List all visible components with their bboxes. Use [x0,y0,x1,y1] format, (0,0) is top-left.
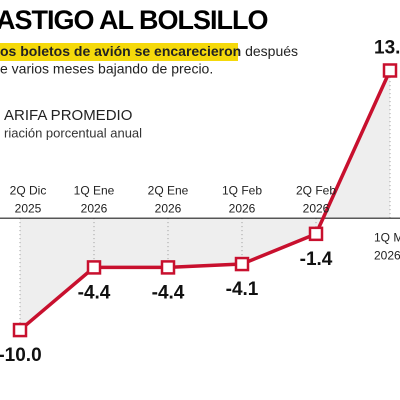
x-tick-label: 2025 [15,201,42,215]
subtitle-rest: después [241,43,298,59]
plot [0,69,400,332]
line [18,69,392,332]
subtitle: os boletos de avión se encarecieron desp… [0,43,298,59]
value-label: 13.2 [374,38,400,59]
value-label: -10.0 [0,345,42,366]
x-tick-label: 1Q Ene [74,183,115,197]
marker [12,322,28,338]
area [20,70,390,331]
x-tick-label: 2Q Ene [148,183,189,197]
subtitle-highlight: os boletos de avión se encarecieron [0,43,241,59]
value-label: -1.4 [300,249,333,270]
x-tick-label: 2026 [374,248,400,262]
x-tick-label: 1Q Feb [222,183,262,197]
value-label: -4.4 [78,282,111,303]
x-tick-label: 2026 [155,201,182,215]
subtitle-line2: e varios meses bajando de precio. [0,61,213,77]
x-tick-label: 2026 [229,201,256,215]
chart-title: ARIFA PROMEDIO [4,107,132,124]
value-label: -4.1 [226,279,259,300]
x-tick-label: 2Q Dic [10,183,47,197]
marker [234,256,250,272]
x-tick-label: 2026 [81,201,108,215]
x-tick-label: 1Q Ma [374,230,400,244]
x-tick-label: 2026 [303,201,330,215]
title: ASTIGO AL BOLSILLO [0,5,268,35]
value-label: -4.4 [152,282,185,303]
marker [308,226,324,242]
marker [160,260,176,275]
marker [382,63,398,78]
highlight [0,43,238,61]
marker [86,260,102,275]
x-tick-label: 2Q Feb [296,183,336,197]
chart-subtitle: riación porcentual anual [4,125,142,140]
